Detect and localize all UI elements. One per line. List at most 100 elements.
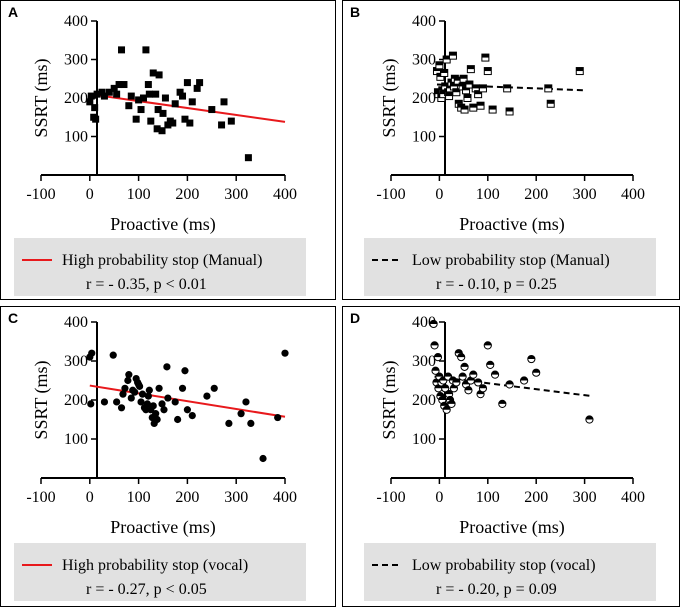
data-point	[105, 88, 113, 96]
data-point	[155, 71, 163, 79]
data-point	[575, 67, 584, 76]
data-point-fill	[467, 65, 475, 70]
data-point	[478, 84, 487, 93]
data-point	[87, 92, 95, 100]
data-point-fill	[486, 361, 494, 365]
legend-label: Low probability stop (Manual)	[412, 252, 610, 269]
data-point-fill	[474, 90, 482, 95]
legend-label: High probability stop (Manual)	[62, 252, 262, 269]
data-point	[218, 121, 226, 129]
data-point	[193, 84, 201, 92]
data-point	[242, 398, 250, 406]
data-point	[121, 384, 129, 392]
data-point	[100, 398, 109, 406]
y-tick-label: 200	[412, 392, 436, 409]
data-point	[178, 384, 187, 392]
x-tick-label: -100	[26, 186, 55, 203]
legend: High probability stop (Manual) r = - 0.35…	[14, 238, 306, 296]
data-point	[188, 412, 196, 420]
data-point	[188, 98, 196, 106]
data-point-fill	[477, 102, 485, 106]
data-point	[92, 115, 100, 123]
data-point	[244, 154, 252, 162]
x-tick-label: 300	[224, 186, 248, 203]
data-point-fill	[434, 353, 442, 358]
x-tick-label: 400	[273, 489, 297, 506]
data-point-fill	[440, 402, 448, 406]
data-point	[463, 94, 472, 102]
data-point	[210, 384, 218, 392]
legend-stat: r = - 0.27, p < 0.05	[86, 581, 207, 598]
data-point	[429, 319, 438, 329]
x-tick-label: 0	[435, 489, 443, 506]
data-point	[120, 81, 128, 89]
x-tick-label: -100	[376, 489, 405, 506]
data-point	[100, 92, 108, 100]
data-point-fill	[429, 320, 438, 324]
data-point	[149, 402, 157, 410]
y-axis-title: SSRT (ms)	[31, 360, 52, 439]
data-point-fill	[436, 392, 444, 397]
data-point-fill	[484, 67, 492, 72]
data-point	[225, 419, 233, 427]
x-tick-label: 100	[127, 489, 151, 506]
data-point	[153, 125, 161, 133]
data-point	[174, 415, 182, 424]
data-point	[115, 81, 123, 89]
data-point	[469, 370, 478, 379]
data-point	[117, 404, 126, 412]
data-point	[433, 353, 443, 362]
data-point	[544, 84, 553, 93]
x-axis-title: Proactive (ms)	[110, 214, 215, 235]
legend: Low probability stop (vocal) r = - 0.20, …	[364, 543, 656, 601]
data-point-fill	[520, 376, 528, 381]
x-tick-label: -100	[376, 186, 405, 203]
data-point-fill	[441, 82, 449, 87]
data-point-fill	[460, 75, 468, 79]
data-point-fill	[440, 69, 448, 73]
legend-background	[364, 543, 656, 601]
data-point	[131, 388, 139, 396]
legend-label: Low probability stop (vocal)	[412, 557, 596, 574]
data-point	[181, 367, 189, 375]
data-point	[86, 98, 94, 106]
data-point-fill	[438, 396, 446, 400]
panel-letter: B	[350, 4, 360, 20]
data-point	[440, 68, 449, 77]
data-point-fill	[506, 107, 514, 112]
data-point	[457, 353, 466, 362]
legend-stat: r = - 0.20, p = 0.09	[436, 581, 557, 598]
data-point	[160, 406, 168, 414]
data-point-fill	[474, 378, 482, 383]
data-point	[466, 65, 475, 74]
data-point-fill	[489, 106, 497, 110]
y-tick-label: 400	[412, 13, 436, 30]
data-point	[444, 390, 454, 399]
y-tick-label: 100	[412, 431, 436, 448]
data-point-fill	[435, 61, 443, 66]
data-point	[441, 384, 450, 393]
data-point	[503, 84, 512, 93]
data-point-fill	[433, 67, 441, 72]
data-point	[164, 394, 172, 402]
data-point	[474, 90, 483, 99]
regression-line	[434, 375, 592, 398]
data-point	[176, 88, 184, 96]
data-point-fill	[503, 84, 511, 89]
data-point	[274, 413, 282, 422]
data-point-fill	[464, 386, 473, 391]
data-point-fill	[479, 384, 487, 389]
data-point	[93, 90, 101, 98]
y-tick-label: 400	[412, 314, 436, 331]
data-point	[171, 398, 179, 406]
data-point	[458, 372, 467, 381]
data-point	[181, 115, 189, 123]
data-point	[430, 341, 439, 350]
x-tick-label: 100	[476, 489, 500, 506]
data-point-fill	[479, 84, 487, 89]
data-point	[132, 115, 140, 123]
data-point	[155, 384, 163, 392]
data-point	[445, 92, 454, 101]
x-axis-title: Proactive (ms)	[459, 214, 564, 235]
data-point	[520, 376, 529, 385]
